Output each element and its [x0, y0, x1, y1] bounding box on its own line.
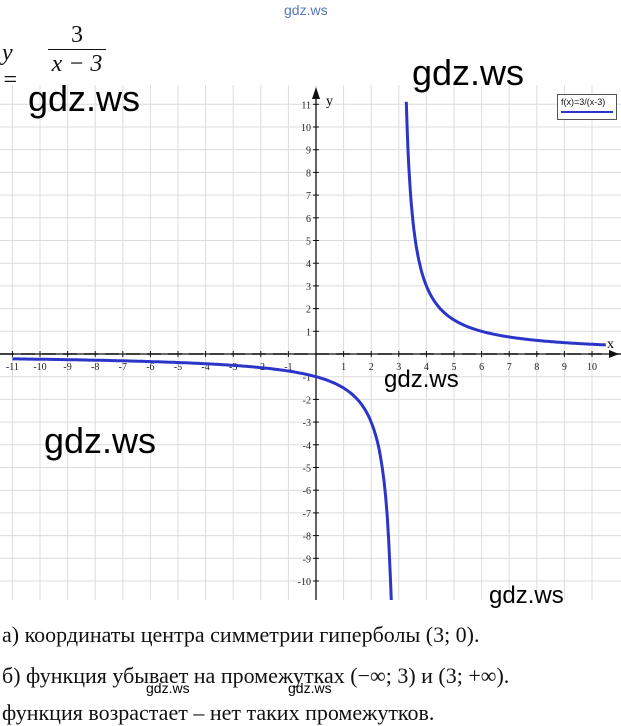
- statement-b: б) функция убывает на промежутках (−∞; 3…: [2, 663, 510, 688]
- y-tick-label: -10: [298, 577, 311, 588]
- watermark-top: gdz.ws: [284, 2, 328, 18]
- y-tick-label: -2: [303, 395, 311, 406]
- x-tick-label: 8: [534, 362, 539, 373]
- x-tick-label: 2: [369, 362, 374, 373]
- y-axis-label: y: [326, 94, 333, 109]
- y-axis-arrow: [312, 87, 320, 99]
- y-tick-label: 9: [306, 146, 311, 157]
- y-tick-label: 10: [301, 123, 311, 134]
- y-tick-label: 6: [306, 214, 311, 225]
- y-tick-label: -9: [303, 554, 311, 565]
- x-tick-label: -9: [63, 362, 71, 373]
- y-tick-label: -1: [303, 373, 311, 384]
- y-tick-label: -3: [303, 418, 311, 429]
- watermark-lower-right: gdz.ws: [489, 582, 564, 609]
- x-tick-label: -4: [201, 362, 209, 373]
- x-tick-label: -1: [284, 362, 292, 373]
- x-tick-label: -7: [119, 362, 127, 373]
- y-tick-label: -8: [303, 532, 311, 543]
- x-tick-label: -11: [6, 362, 19, 373]
- x-tick-label: -6: [146, 362, 154, 373]
- watermark-middle-left: gdz.ws: [44, 420, 157, 461]
- y-tick-label: 11: [301, 100, 311, 111]
- y-tick-label: 5: [306, 237, 311, 248]
- watermark-near-axis: gdz.ws: [384, 366, 459, 393]
- y-tick-label: 8: [306, 168, 311, 179]
- x-tick-label: -8: [91, 362, 99, 373]
- y-tick-label: -6: [303, 486, 311, 497]
- y-tick-label: -4: [303, 441, 311, 452]
- x-tick-label: 6: [479, 362, 484, 373]
- formula-denominator: x − 3: [51, 51, 103, 77]
- formula-fraction: 3 x − 3: [48, 22, 106, 77]
- function-graph: -11 -10 -9 -8 -7 -6 -5 -4 -3 -2 -1 1 2 3 4 5 6 7 8 9 10-10-9…: [0, 85, 621, 600]
- x-tick-label: -10: [33, 362, 46, 373]
- x-tick-label: -3: [229, 362, 237, 373]
- statement-c: функция возрастает – нет таких промежутк…: [2, 700, 435, 725]
- legend-label: f(x)=3/(x-3): [561, 97, 606, 107]
- y-tick-label: 2: [306, 305, 311, 316]
- x-axis-label: x: [607, 337, 614, 352]
- x-tick-label: 9: [562, 362, 567, 373]
- x-tick-label: 4: [424, 362, 429, 373]
- x-axis-arrow: [609, 350, 619, 358]
- x-tick-label: 3: [396, 362, 401, 373]
- y-tick-label: -7: [303, 509, 311, 520]
- axes: [0, 87, 619, 600]
- graph-legend: f(x)=3/(x-3): [557, 94, 617, 120]
- formula-numerator: 3: [71, 22, 83, 48]
- statement-a: а) координаты центра симметрии гиперболы…: [2, 622, 480, 647]
- x-tick-label: 10: [587, 362, 597, 373]
- x-tick-label: 5: [452, 362, 457, 373]
- grid-lines: [0, 85, 621, 600]
- y-tick-label: 1: [306, 327, 311, 338]
- watermark-bottom-2: gdz.ws: [288, 680, 332, 696]
- tick-labels: -11 -10 -9 -8 -7 -6 -5 -4 -3 -2 -1 1 2 3 4 5 6 7 8 9 10-10-9…: [6, 100, 597, 588]
- watermark-upper-left: gdz.ws: [28, 78, 141, 119]
- legend-swatch: [561, 111, 613, 113]
- curve-branches: [12, 101, 606, 600]
- x-tick-label: -5: [174, 362, 182, 373]
- watermark-upper-right: gdz.ws: [412, 52, 525, 93]
- fraction-bar: [48, 49, 106, 50]
- watermark-bottom-1: gdz.ws: [146, 680, 190, 696]
- formula-lhs: y =: [2, 40, 19, 93]
- y-tick-label: -5: [303, 464, 311, 475]
- y-tick-label: 4: [306, 259, 311, 270]
- left-branch-curve: [12, 357, 393, 600]
- right-branch-curve: [404, 101, 606, 347]
- x-tick-label: 1: [341, 362, 346, 373]
- y-tick-label: 7: [306, 191, 311, 202]
- y-tick-label: 3: [306, 282, 311, 293]
- x-tick-label: 7: [507, 362, 512, 373]
